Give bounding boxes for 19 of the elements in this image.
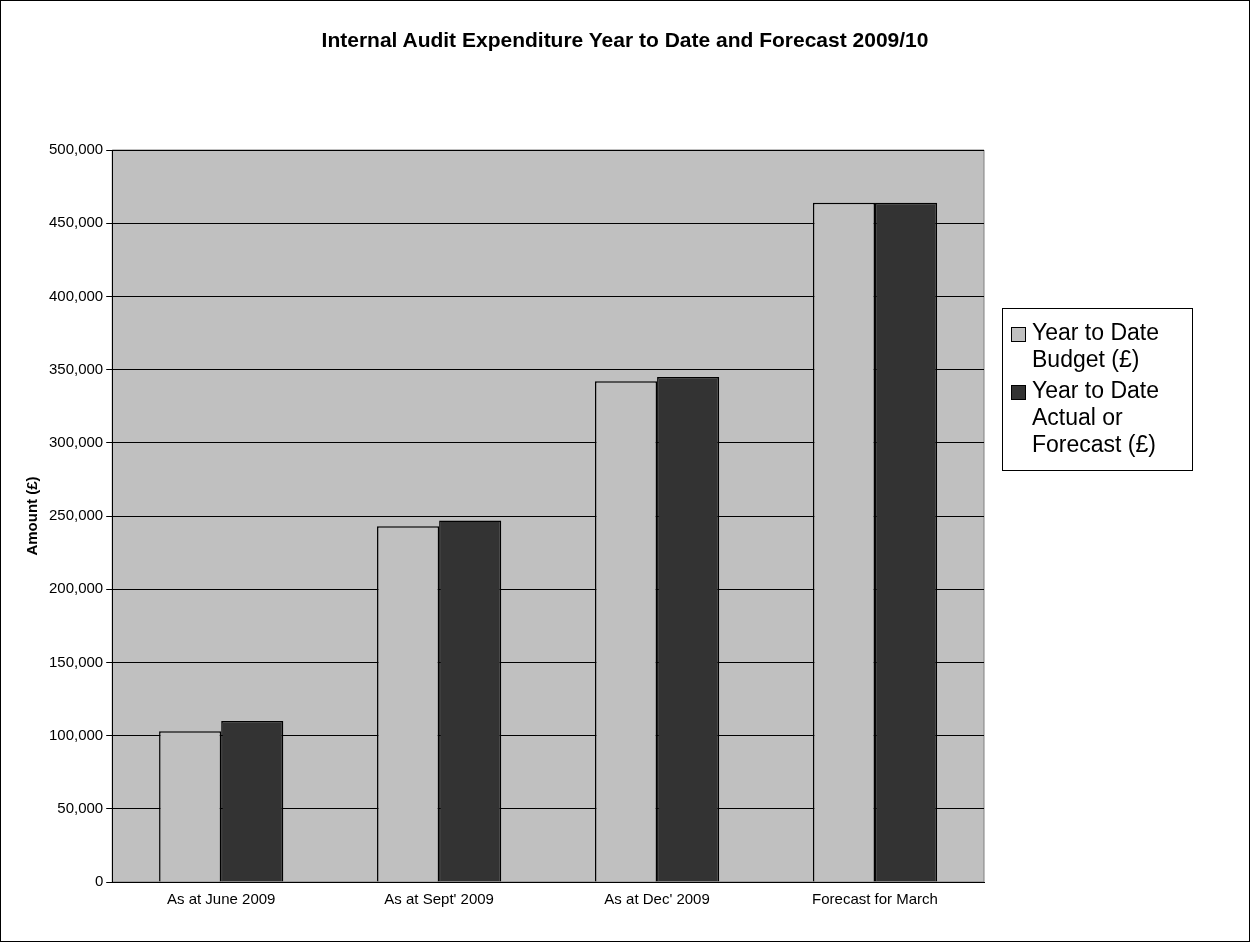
y-tick-label: 350,000: [48, 359, 104, 377]
x-tick-label: Forecast for March: [812, 890, 938, 908]
y-tick-label: 0: [94, 872, 104, 890]
x-tick-label: As at Dec' 2009: [604, 890, 710, 908]
y-tick-label: 150,000: [48, 652, 104, 670]
x-tick-label: As at June 2009: [166, 890, 276, 908]
y-tick-label: 200,000: [48, 579, 104, 597]
y-tick-label: 500,000: [48, 140, 104, 158]
chart-title: Internal Audit Expenditure Year to Date and Forecast 2009/10: [320, 28, 930, 52]
y-axis-title: Amount (£): [23, 476, 41, 556]
legend-label: Year to Date Actual or Forecast (£): [1032, 377, 1161, 458]
text: Year to Date Budget (£): [1032, 319, 1161, 373]
y-tick-label: 50,000: [57, 798, 104, 816]
y-tick-label: 400,000: [48, 286, 104, 304]
y-tick-label: 250,000: [48, 506, 104, 524]
y-tick-label: 300,000: [48, 432, 104, 450]
y-tick-label: 100,000: [48, 725, 104, 743]
y-tick-label: 450,000: [48, 213, 104, 231]
x-tick-label: As at Sept' 2009: [384, 890, 494, 908]
